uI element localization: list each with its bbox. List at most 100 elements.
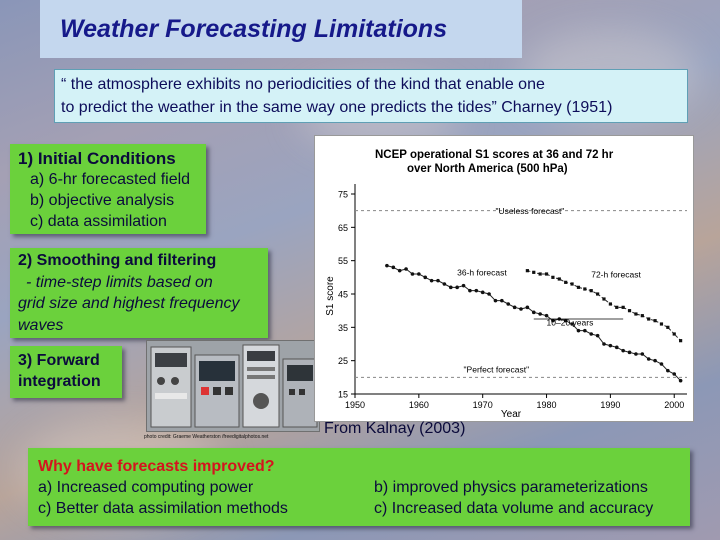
data-point-72h [647,317,651,321]
data-point-36h [659,362,664,366]
data-point-36h [646,357,651,361]
data-point-36h [621,348,625,353]
data-point-36h [493,298,498,303]
data-point-36h [448,285,453,290]
data-point-36h [410,272,415,276]
improvement-item: c) Increased data volume and accuracy [374,500,654,517]
forward-line: integration [18,373,101,390]
data-point-36h [583,328,587,333]
smoothing-line: waves [18,316,64,334]
improvement-item: b) improved physics parameterizations [374,479,648,496]
data-point-36h [423,275,428,280]
data-point-72h [608,302,612,306]
data-point-72h [596,292,600,296]
data-point-36h [455,285,459,290]
data-point-36h [570,322,574,326]
forward-line: 3) Forward [18,352,100,369]
slide-title-banner: Weather Forecasting Limitations [40,0,522,58]
data-point-36h [666,368,670,373]
quote-line-1: “ the atmosphere exhibits no periodiciti… [61,76,545,93]
computer-equipment-illustration [147,341,319,431]
smoothing-line: grid size and highest frequency [18,295,240,312]
data-point-72h [615,305,619,309]
quote-line-2: to predict the weather in the same way o… [61,99,613,116]
data-point-72h [621,305,625,309]
data-point-72h [672,332,676,336]
data-point-72h [634,312,638,316]
data-point-36h [397,268,402,273]
data-point-36h [385,263,389,268]
data-point-36h [525,305,530,310]
data-point-36h [589,332,594,336]
data-point-36h [474,288,479,293]
chart-title: NCEP operational S1 scores at 36 and 72 … [375,149,614,161]
photo-credit: photo credit: Graeme Weatherston /freedi… [144,434,269,440]
initial-conditions-box: 1) Initial Conditions a) 6-hr forecasted… [10,144,206,234]
chart-x-tick-label: 1960 [409,400,429,410]
data-point-36h [461,283,466,288]
forward-integration-box: 3) Forward integration [10,346,122,398]
data-point-72h [570,282,574,286]
data-point-72h [564,280,568,284]
data-point-36h [653,358,657,363]
source-citation: From Kalnay (2003) [324,420,466,437]
data-point-72h [551,275,555,279]
data-point-36h [608,343,613,348]
data-point-36h [544,313,549,318]
data-point-72h [679,339,683,343]
charney-quote: “ the atmosphere exhibits no periodiciti… [54,69,688,123]
chart-x-tick-label: 1950 [345,400,365,410]
initial-conditions-item: c) data assimilation [30,213,167,230]
chart-y-tick-label: 45 [338,290,348,300]
slide-title: Weather Forecasting Limitations [60,14,448,43]
initial-conditions-heading: 1) Initial Conditions [18,149,176,168]
data-point-36h [640,352,645,356]
improvement-row: a) Increased computing power b) improved… [38,477,680,498]
data-point-36h [480,290,485,295]
data-point-72h [576,285,581,289]
gap-label: 10–20 years [547,318,594,328]
s1-score-chart: NCEP operational S1 scores at 36 and 72 … [314,135,694,422]
data-point-72h [544,272,549,276]
data-point-36h [563,318,568,323]
data-point-72h [640,314,644,318]
data-point-36h [614,345,619,350]
data-point-36h [487,292,491,296]
chart-x-tick-label: 2000 [664,400,684,410]
computer-equipment-photo [146,340,320,432]
improvement-item: c) Better data assimilation methods [38,500,288,517]
data-point-36h [404,267,408,271]
forecast-improvements-box: Why have forecasts improved? a) Increase… [28,448,690,526]
chart-y-tick-label: 75 [338,190,348,200]
chart-x-tick-label: 1990 [600,400,620,410]
data-point-72h [666,325,670,329]
initial-conditions-item: b) objective analysis [30,192,175,209]
chart-y-tick-label: 55 [338,256,348,266]
chart-y-axis-label: S1 score [325,276,336,316]
data-point-36h [576,328,581,333]
chart-x-axis-label: Year [501,409,522,420]
data-point-72h [532,270,536,274]
smoothing-line: - time-step limits based on [26,273,213,291]
data-point-72h [627,309,632,313]
data-point-36h [519,307,523,311]
data-point-36h [442,282,447,286]
chart-canvas: NCEP operational S1 scores at 36 and 72 … [325,149,687,420]
data-point-36h [429,278,434,283]
data-point-72h [589,289,593,293]
data-point-36h [512,305,517,310]
data-point-72h [583,287,587,291]
data-point-36h [678,378,683,383]
chart-y-tick-label: 25 [338,356,348,366]
perfect-forecast-label: "Perfect forecast" [464,364,530,374]
chart-x-tick-label: 1970 [473,400,493,410]
data-point-72h [538,272,542,276]
data-point-36h [436,278,440,283]
data-point-36h [602,342,606,346]
initial-conditions-item: a) 6-hr forecasted field [30,171,191,188]
data-point-36h [391,265,396,270]
data-point-36h [538,312,542,316]
data-point-36h [551,318,555,323]
data-point-36h [627,350,632,355]
improvement-item: a) Increased computing power [38,479,254,496]
